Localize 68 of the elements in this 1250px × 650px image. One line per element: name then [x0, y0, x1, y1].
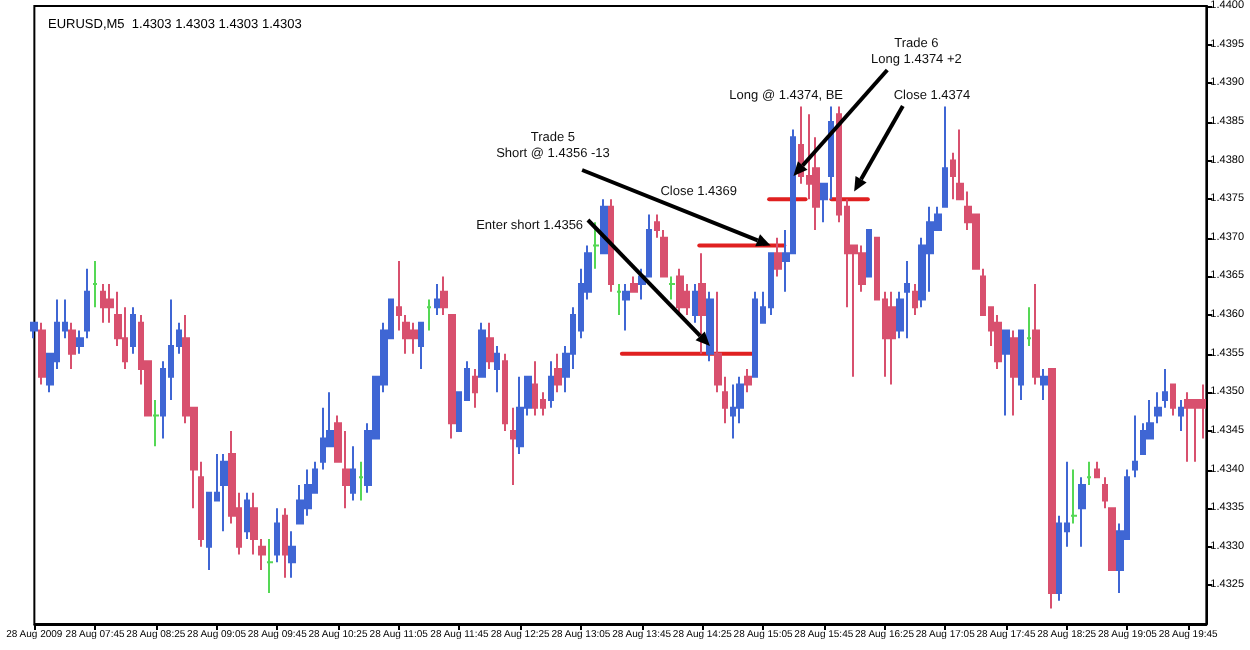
candlestick	[510, 406, 516, 486]
candlestick	[38, 321, 46, 386]
candlestick	[1094, 460, 1100, 479]
candlestick	[706, 290, 714, 363]
candlestick	[426, 298, 432, 332]
candlestick	[532, 360, 538, 417]
candlestick	[516, 375, 524, 456]
candlestick	[304, 468, 312, 517]
candlestick	[1018, 329, 1024, 401]
candlestick	[282, 507, 288, 579]
candlestick	[130, 306, 136, 355]
candlestick	[912, 283, 918, 316]
candlestick	[1078, 476, 1086, 548]
candlestick	[244, 491, 250, 541]
candlestick	[1178, 398, 1184, 432]
candlestick	[448, 314, 456, 440]
candlestick	[592, 221, 600, 270]
candlestick	[1040, 368, 1048, 401]
candlestick	[440, 275, 448, 316]
candlestick	[478, 321, 486, 378]
candlestick	[100, 283, 106, 324]
candlestick	[350, 445, 356, 502]
candlestick	[692, 283, 698, 324]
candlestick	[698, 252, 706, 355]
candlestick	[288, 530, 296, 579]
candlestick	[1048, 368, 1056, 610]
candlestick	[502, 352, 508, 432]
candlestick	[630, 275, 638, 293]
candlestick	[1132, 414, 1138, 479]
candlestick	[622, 283, 630, 332]
candlestick	[768, 252, 774, 316]
candlestick	[608, 198, 614, 293]
candlestick	[220, 453, 228, 533]
candlestick	[1184, 391, 1192, 463]
candlestick	[434, 283, 440, 316]
candlestick	[1070, 468, 1078, 525]
candlestick	[554, 352, 562, 394]
candlestick	[1086, 460, 1092, 486]
candlestick	[752, 290, 758, 378]
candlestick	[418, 321, 424, 371]
candlestick	[152, 398, 160, 448]
candlestick	[68, 321, 76, 371]
candlestick	[1002, 329, 1010, 417]
candlestick	[410, 321, 418, 355]
candlestick	[358, 460, 364, 502]
candlestick	[616, 283, 622, 316]
candlestick	[486, 321, 494, 371]
candlestick	[668, 275, 676, 301]
candlestick	[1032, 283, 1040, 386]
candlestick	[1026, 306, 1032, 347]
candlestick	[472, 368, 478, 409]
candlestick	[730, 383, 736, 440]
candlestick	[266, 538, 274, 595]
candlestick	[888, 290, 896, 386]
candlestick	[494, 344, 500, 394]
candlestick	[866, 229, 872, 278]
candlestick	[994, 314, 1002, 371]
candlestick	[942, 105, 948, 208]
candlestick	[676, 267, 684, 316]
candlestick	[904, 259, 910, 340]
candlestick	[774, 236, 782, 278]
candlestick	[548, 360, 554, 409]
candlestick	[744, 368, 752, 394]
candlestick	[30, 321, 38, 340]
candlestick	[92, 259, 98, 309]
candlestick	[1170, 383, 1176, 417]
candlestick	[274, 507, 280, 564]
candlestick	[1010, 329, 1018, 417]
